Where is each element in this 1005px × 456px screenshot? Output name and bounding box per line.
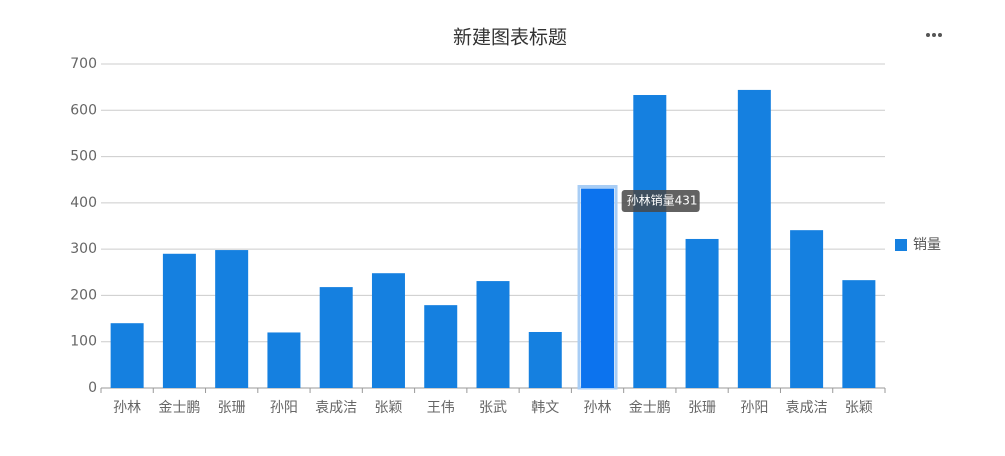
x-tick-label: 孙阳	[740, 400, 768, 416]
chart-title: 新建图表标题	[453, 27, 567, 49]
bar	[476, 281, 510, 388]
y-tick-label: 0	[88, 380, 97, 396]
bar	[528, 331, 562, 388]
y-tick-label: 400	[70, 195, 97, 211]
bar	[842, 280, 876, 388]
x-tick-label: 张珊	[688, 400, 716, 416]
x-tick-label: 金士鹏	[158, 400, 200, 416]
x-tick-label: 韩文	[531, 400, 559, 416]
x-tick-label: 张珊	[218, 400, 246, 416]
menu-icon[interactable]	[926, 33, 942, 37]
bar	[685, 238, 719, 388]
legend-swatch	[895, 239, 907, 251]
bar	[424, 305, 458, 388]
tooltip-box	[621, 190, 700, 212]
x-tick-label: 孙阳	[270, 400, 298, 416]
y-tick-label: 100	[70, 334, 97, 350]
bar	[790, 230, 824, 388]
bar	[319, 287, 353, 388]
x-tick-label: 张颖	[845, 400, 873, 416]
bar	[737, 89, 771, 389]
x-tick-label: 金士鹏	[629, 400, 671, 416]
x-tick-label: 孙林	[113, 400, 141, 416]
x-tick-label: 张武	[479, 400, 507, 416]
bar	[633, 95, 667, 389]
x-tick-label: 张颖	[374, 400, 402, 416]
bar	[162, 253, 196, 388]
x-tick-label: 王伟	[427, 400, 455, 416]
x-tick-label: 袁成洁	[786, 400, 828, 416]
legend-label: 销量	[913, 237, 941, 253]
x-tick-label: 孙林	[584, 400, 612, 416]
y-tick-label: 200	[70, 287, 97, 303]
bar	[215, 250, 249, 388]
tooltip-text: 孙林销量431	[627, 194, 698, 208]
y-tick-label: 700	[70, 56, 97, 72]
bar	[371, 273, 405, 388]
x-tick-label: 袁成洁	[315, 400, 357, 416]
y-tick-label: 600	[70, 102, 97, 118]
bar	[581, 188, 615, 388]
bar	[110, 323, 144, 388]
y-tick-label: 500	[70, 149, 97, 165]
bar	[267, 332, 301, 388]
y-tick-label: 300	[70, 241, 97, 257]
